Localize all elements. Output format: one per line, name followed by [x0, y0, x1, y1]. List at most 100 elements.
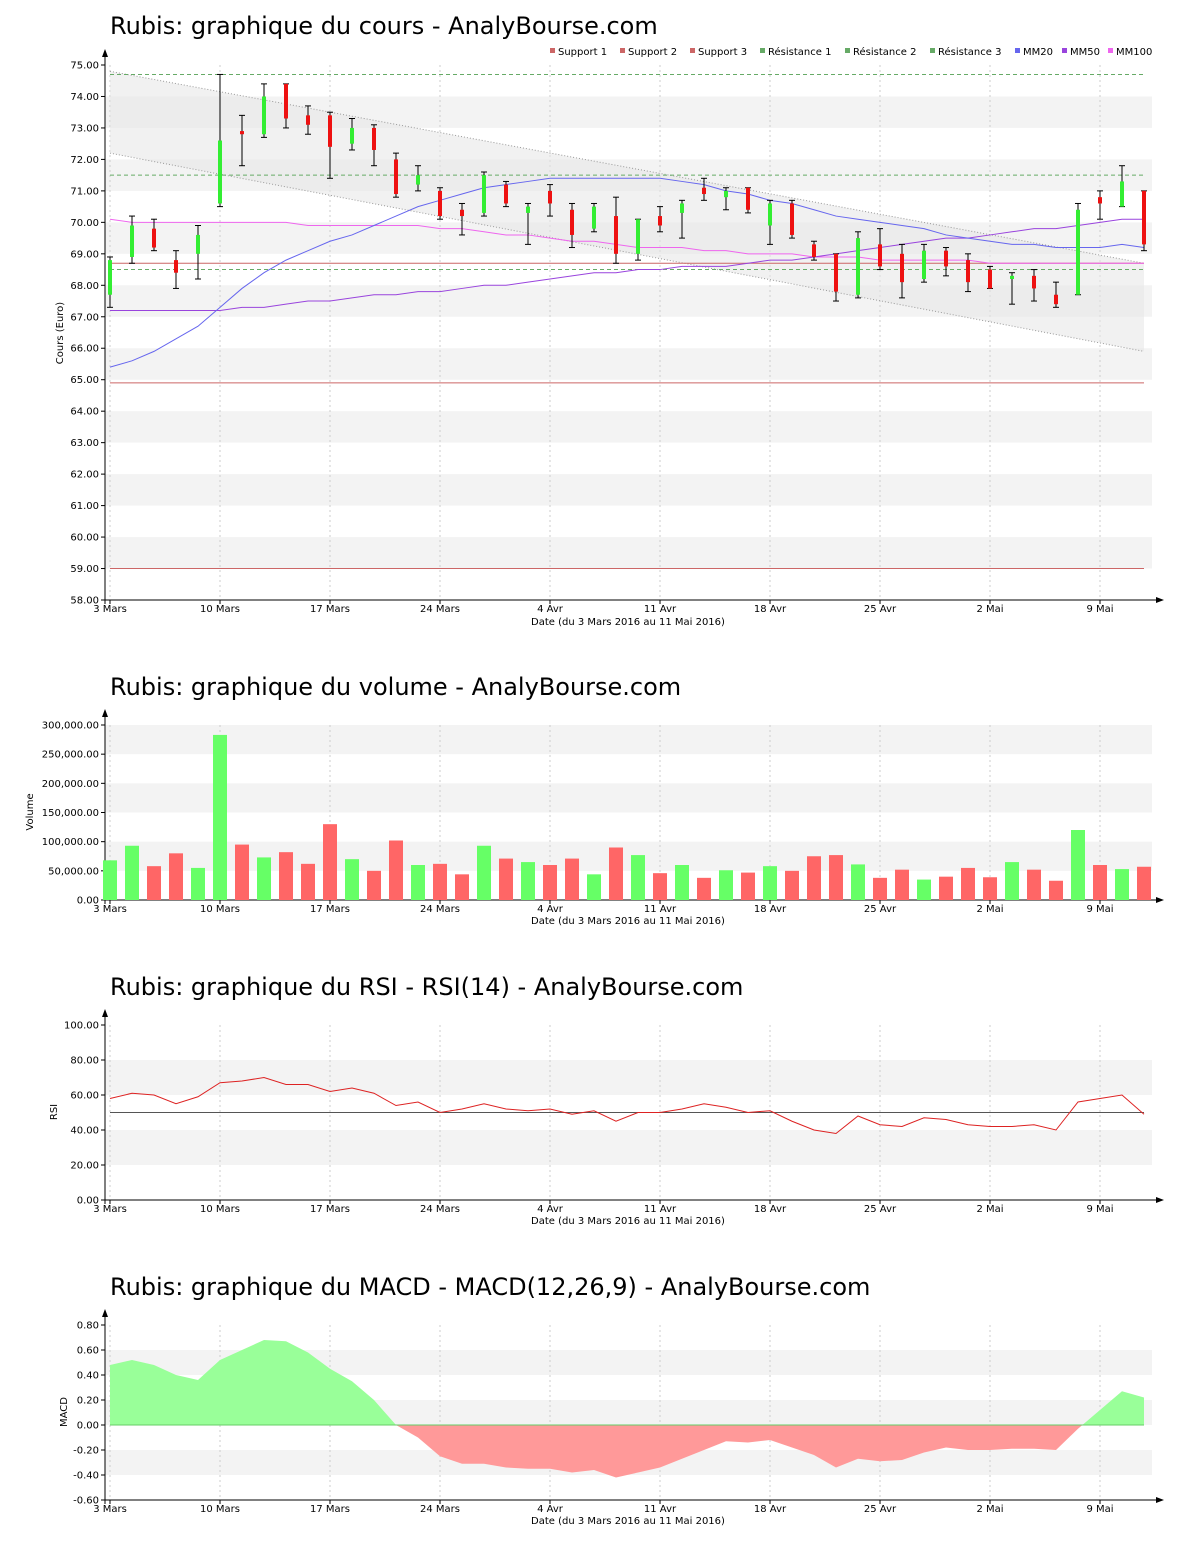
candle-body — [152, 228, 156, 248]
y-tick-label: 200,000.00 — [42, 779, 99, 790]
volume-bar — [543, 865, 557, 900]
x-tick-label: 24 Mars — [420, 904, 460, 915]
x-axis-arrow — [1156, 1497, 1164, 1503]
y-tick-label: -0.60 — [73, 1496, 99, 1507]
volume-bar — [785, 870, 799, 900]
y-tick-label: 65.00 — [70, 375, 99, 386]
volume-bar — [301, 863, 315, 900]
candle-body — [526, 206, 530, 213]
y-tick-label: 59.00 — [70, 564, 99, 575]
x-tick-label: 2 Mai — [976, 904, 1003, 915]
volume-bar — [345, 859, 359, 900]
macd-positive-area — [110, 1340, 1144, 1425]
x-tick-label: 17 Mars — [310, 604, 350, 615]
x-tick-label: 9 Mai — [1086, 904, 1113, 915]
candle-body — [966, 260, 970, 283]
y-tick-label: 75.00 — [70, 61, 99, 72]
legend-swatch — [845, 48, 850, 53]
legend-item-label: Support 3 — [698, 47, 747, 58]
candle-body — [922, 250, 926, 279]
y-tick-label: 300,000.00 — [42, 721, 99, 732]
legend-swatch — [1015, 48, 1020, 53]
rsi-x-axis-label: Date (du 3 Mars 2016 au 11 Mai 2016) — [531, 1216, 725, 1227]
legend-swatch — [1062, 48, 1067, 53]
x-tick-label: 9 Mai — [1086, 1204, 1113, 1215]
candle-body — [196, 234, 200, 254]
x-tick-label: 24 Mars — [420, 604, 460, 615]
band — [105, 348, 1152, 380]
candle-body — [856, 238, 860, 295]
y-tick-label: 250,000.00 — [42, 750, 99, 761]
x-tick-label: 2 Mai — [976, 1504, 1003, 1515]
candle-body — [350, 127, 354, 144]
legend-swatch — [1108, 48, 1113, 53]
y-tick-label: 0.60 — [77, 1346, 99, 1357]
volume-bar — [367, 870, 381, 900]
x-tick-label: 18 Avr — [754, 1204, 787, 1215]
price-chart-title: Rubis: graphique du cours - AnalyBourse.… — [110, 12, 658, 40]
x-tick-label: 25 Avr — [864, 1204, 897, 1215]
legend-item-label: Support 2 — [628, 47, 677, 58]
volume-bar — [257, 857, 271, 900]
x-tick-label: 3 Mars — [93, 904, 127, 915]
candle-body — [1120, 181, 1124, 207]
y-tick-label: 0.00 — [77, 1196, 99, 1207]
x-tick-label: 11 Avr — [644, 904, 677, 915]
volume-chart-title: Rubis: graphique du volume - AnalyBourse… — [110, 673, 681, 701]
candle-body — [240, 131, 244, 135]
y-tick-label: 63.00 — [70, 438, 99, 449]
candle-body — [812, 244, 816, 257]
volume-bar — [411, 865, 425, 900]
mm100-line — [109, 218, 1144, 264]
trend-channel — [110, 71, 1144, 352]
rsi-chart-title: Rubis: graphique du RSI - RSI(14) - Anal… — [110, 973, 743, 1001]
volume-bar — [961, 867, 975, 900]
candle-body — [306, 115, 310, 125]
volume-x-axis-label: Date (du 3 Mars 2016 au 11 Mai 2016) — [531, 916, 725, 927]
volume-bar — [1027, 869, 1041, 900]
volume-bar — [851, 864, 865, 900]
y-tick-label: 61.00 — [70, 501, 99, 512]
candle-body — [636, 219, 640, 254]
volume-bar — [675, 865, 689, 900]
legend-item-label: Support 1 — [558, 47, 607, 58]
x-tick-label: 9 Mai — [1086, 604, 1113, 615]
volume-bar — [521, 862, 535, 900]
volume-bar — [565, 858, 579, 900]
x-tick-label: 24 Mars — [420, 1504, 460, 1515]
x-axis-arrow — [1156, 897, 1164, 903]
x-tick-label: 3 Mars — [93, 604, 127, 615]
candle-body — [130, 225, 134, 257]
volume-bar — [895, 869, 909, 900]
candle-body — [724, 190, 728, 198]
y-tick-label: 40.00 — [70, 1126, 99, 1137]
volume-bar — [191, 867, 205, 900]
volume-bar — [499, 858, 513, 900]
legend-item-label: MM50 — [1070, 47, 1100, 58]
volume-bar — [719, 870, 733, 900]
macd-chart-title: Rubis: graphique du MACD - MACD(12,26,9)… — [110, 1273, 870, 1301]
x-tick-label: 9 Mai — [1086, 1504, 1113, 1515]
candle-body — [834, 253, 838, 292]
volume-bar — [1093, 865, 1107, 900]
legend-swatch — [620, 48, 625, 53]
volume-bar — [653, 873, 667, 900]
candle-body — [482, 175, 486, 213]
price-x-axis-label: Date (du 3 Mars 2016 au 11 Mai 2016) — [531, 617, 725, 628]
y-tick-label: 73.00 — [70, 123, 99, 134]
y-tick-label: 0.00 — [77, 896, 99, 907]
price-y-axis-label: Cours (Euro) — [55, 302, 66, 365]
x-tick-label: 3 Mars — [93, 1204, 127, 1215]
volume-bar — [829, 855, 843, 900]
volume-chart-panel: Rubis: graphique du volume - AnalyBourse… — [25, 673, 1164, 927]
y-tick-label: -0.20 — [73, 1446, 99, 1457]
y-tick-label: 64.00 — [70, 407, 99, 418]
volume-bar — [477, 845, 491, 900]
candle-body — [438, 190, 442, 217]
candle-body — [746, 187, 750, 210]
band — [105, 537, 1152, 569]
x-tick-label: 18 Avr — [754, 904, 787, 915]
legend-swatch — [690, 48, 695, 53]
volume-bar — [873, 877, 887, 900]
y-axis-arrow — [102, 1309, 108, 1317]
